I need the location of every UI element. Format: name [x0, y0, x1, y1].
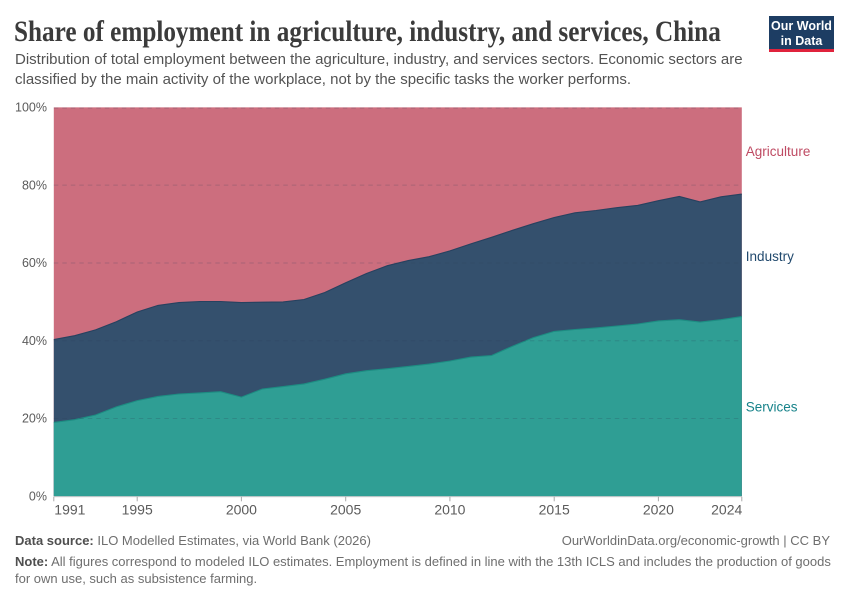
svg-text:100%: 100%: [15, 101, 47, 115]
svg-text:2010: 2010: [434, 502, 465, 518]
svg-text:2015: 2015: [539, 502, 570, 518]
svg-text:40%: 40%: [22, 334, 47, 348]
svg-text:60%: 60%: [22, 256, 47, 270]
svg-text:Agriculture: Agriculture: [746, 144, 811, 159]
svg-text:2020: 2020: [643, 502, 674, 518]
svg-text:2000: 2000: [226, 502, 257, 518]
svg-text:2005: 2005: [330, 502, 361, 518]
svg-text:2024: 2024: [711, 502, 742, 518]
svg-text:Industry: Industry: [746, 249, 794, 264]
svg-text:1995: 1995: [122, 502, 153, 518]
svg-text:20%: 20%: [22, 412, 47, 426]
svg-text:Services: Services: [746, 400, 798, 415]
svg-text:1991: 1991: [54, 502, 85, 518]
svg-text:80%: 80%: [22, 178, 47, 192]
svg-text:0%: 0%: [29, 490, 47, 504]
